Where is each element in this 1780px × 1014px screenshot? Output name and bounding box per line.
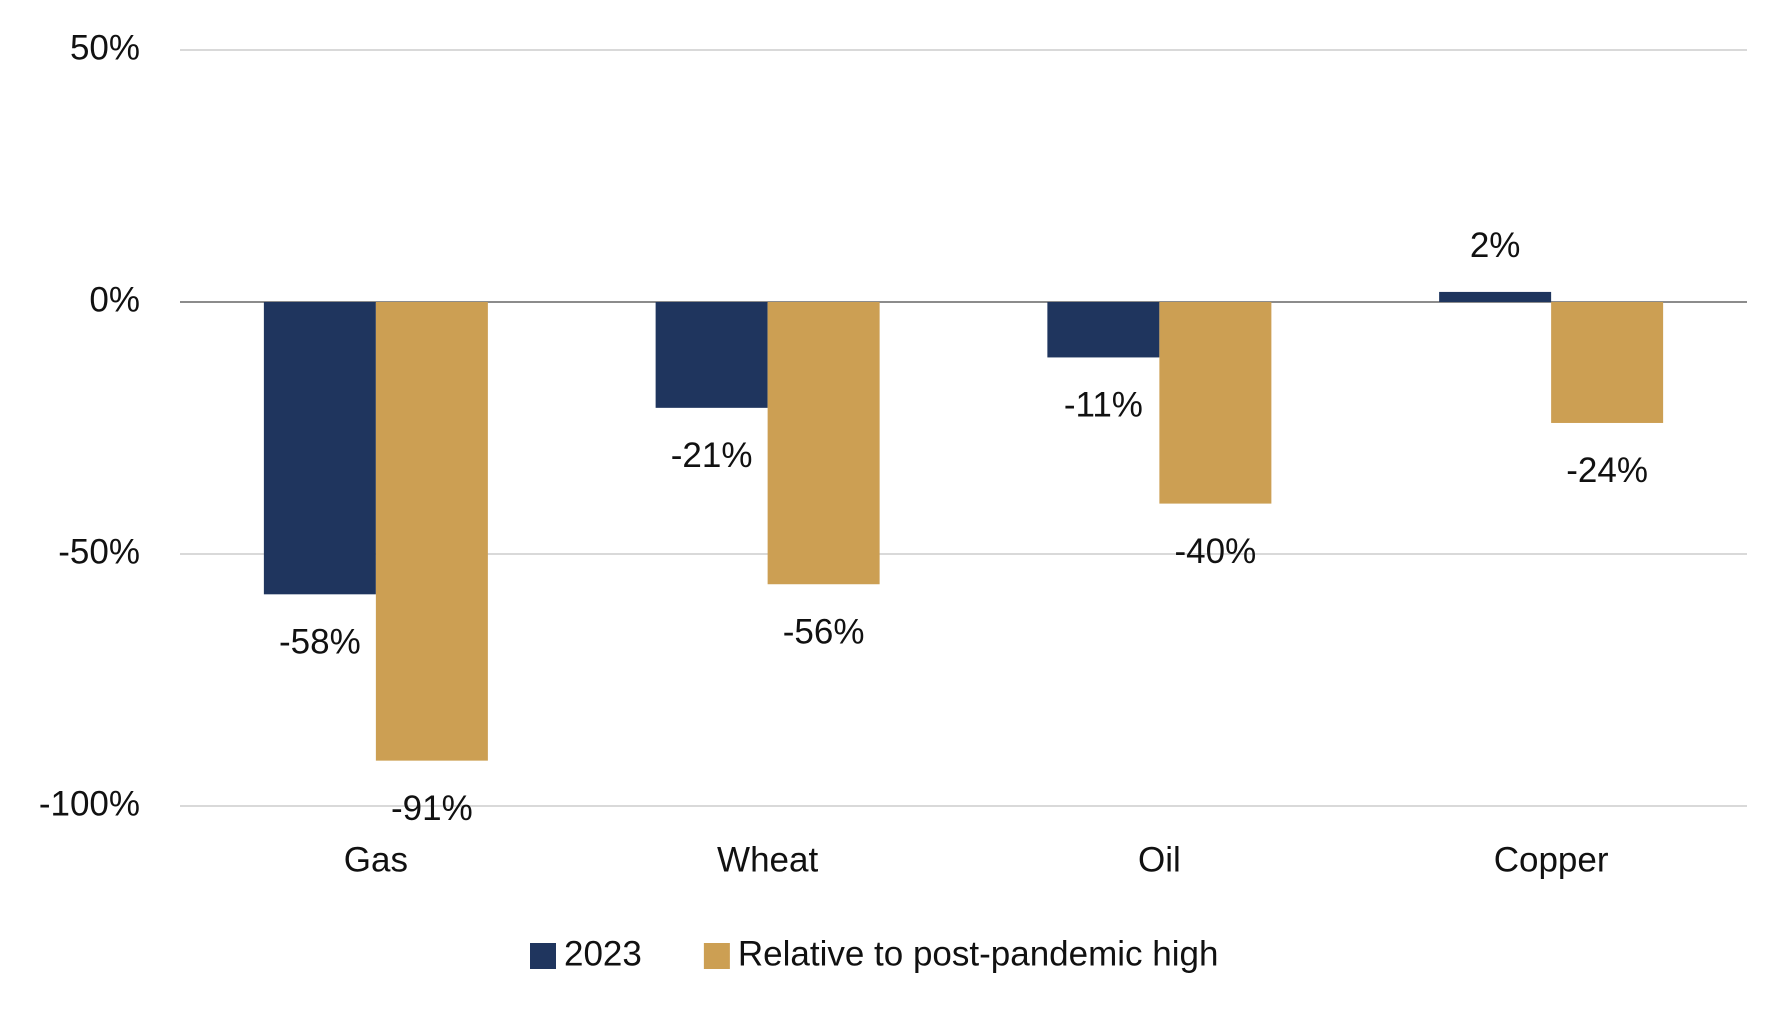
data-label: -40%	[1175, 532, 1257, 571]
legend-label: Relative to post-pandemic high	[738, 934, 1219, 973]
data-label: -58%	[279, 623, 361, 662]
data-label: -21%	[671, 436, 753, 475]
bar	[263, 302, 376, 595]
legend-swatch	[530, 943, 556, 969]
data-label: -91%	[391, 789, 473, 828]
data-label: -11%	[1064, 386, 1143, 425]
bar	[1047, 302, 1160, 358]
data-label: 2%	[1470, 226, 1521, 265]
x-tick-label: Wheat	[717, 840, 818, 879]
legend-swatch	[703, 943, 730, 969]
data-label: -24%	[1566, 451, 1648, 490]
bar	[655, 302, 768, 408]
bar	[375, 302, 488, 761]
bar	[1551, 302, 1664, 423]
y-tick-label: 50%	[70, 28, 140, 67]
y-tick-label: 0%	[89, 280, 140, 319]
bar	[1439, 291, 1552, 302]
legend-label: 2023	[564, 934, 642, 973]
y-tick-label: -100%	[39, 784, 140, 823]
x-tick-label: Oil	[1138, 840, 1181, 879]
bar	[767, 302, 880, 585]
x-tick-label: Copper	[1494, 840, 1609, 879]
data-label: -56%	[783, 612, 865, 651]
bar	[1159, 302, 1272, 504]
y-tick-label: -50%	[58, 532, 140, 571]
x-tick-label: Gas	[344, 840, 408, 879]
